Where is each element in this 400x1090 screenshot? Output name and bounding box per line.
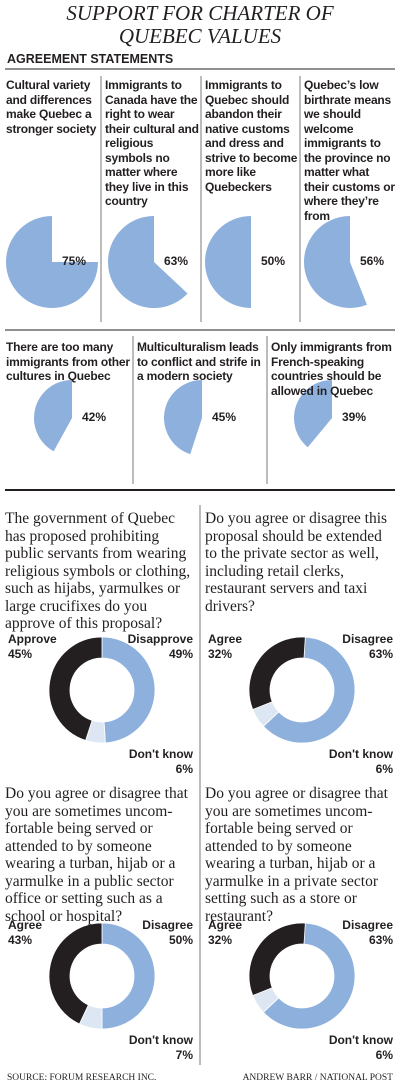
value-label: 63% [164,254,189,268]
value-label: 7% [175,1048,193,1062]
pie-slice [6,216,98,308]
value-label: 56% [360,254,385,268]
donut-segment [262,922,356,1030]
section-title: AGREEMENT STATEMENTS [7,52,174,66]
donut-segment [248,636,306,711]
statement: Immigrants to Canada have the right to w… [105,78,199,208]
question: Do you agree or disagree that you are so… [5,785,188,925]
legend-label: Don't know [328,747,393,761]
legend-label: Don't know [328,1033,393,1047]
statement: Cultural variety and differences make Qu… [6,78,97,136]
value-label: 45% [212,410,237,424]
legend-label: Don't know [128,747,193,761]
question: The government of Quebec has proposed pr… [5,510,191,632]
question: Do you agree or disagree that you are so… [205,785,388,925]
question: Do you agree or disagree this proposal s… [205,510,388,615]
value-label: 50% [261,254,286,268]
value-label: 50% [168,933,193,947]
pie-slice [303,216,367,309]
value-label: 45% [8,647,33,661]
credit: ANDREW BARR / NATIONAL POST [242,1073,393,1083]
value-label: 42% [82,410,107,424]
statement: Quebec’s low birthrate means we should w… [304,78,395,223]
value-label: 75% [62,254,87,268]
value-label: 39% [342,410,367,424]
donut-segment [248,922,306,997]
statement: Immigrants to Quebec should abandon thei… [205,78,298,194]
donut-segment [101,922,156,1030]
value-label: 43% [8,933,33,947]
title: SUPPORT FOR CHARTER OF QUEBEC VALUES [66,1,334,48]
legend-label: Agree [208,918,243,932]
statement: Only immigrants from French-speaking cou… [271,340,392,398]
value-label: 32% [208,933,233,947]
donut-segment [48,636,103,741]
pie-slice [164,380,202,455]
donut-segment [262,636,356,744]
source: SOURCE: FORUM RESEARCH INC. [7,1073,157,1083]
legend-label: Agree [8,918,43,932]
legend-label: Disagree [342,918,393,932]
legend-label: Agree [208,632,243,646]
value-label: 63% [368,933,393,947]
pie-slice [294,380,332,448]
statement: Multiculturalism leads to conflict and s… [137,340,261,383]
value-label: 6% [375,1048,393,1062]
value-label: 6% [375,762,393,776]
legend-label: Disagree [142,918,193,932]
value-label: 32% [208,647,233,661]
value-label: 6% [175,762,193,776]
pie-slice [205,216,251,308]
pie-slice [34,380,72,452]
legend-label: Approve [8,632,57,646]
value-label: 49% [168,647,193,661]
legend-label: Disagree [342,632,393,646]
legend-label: Don't know [128,1033,193,1047]
statement: There are too many immigrants from other… [6,340,130,383]
donut-segment [48,922,103,1025]
pie-slice [108,216,188,308]
legend-label: Disapprove [127,632,193,646]
donut-segment [101,636,156,744]
value-label: 63% [368,647,393,661]
